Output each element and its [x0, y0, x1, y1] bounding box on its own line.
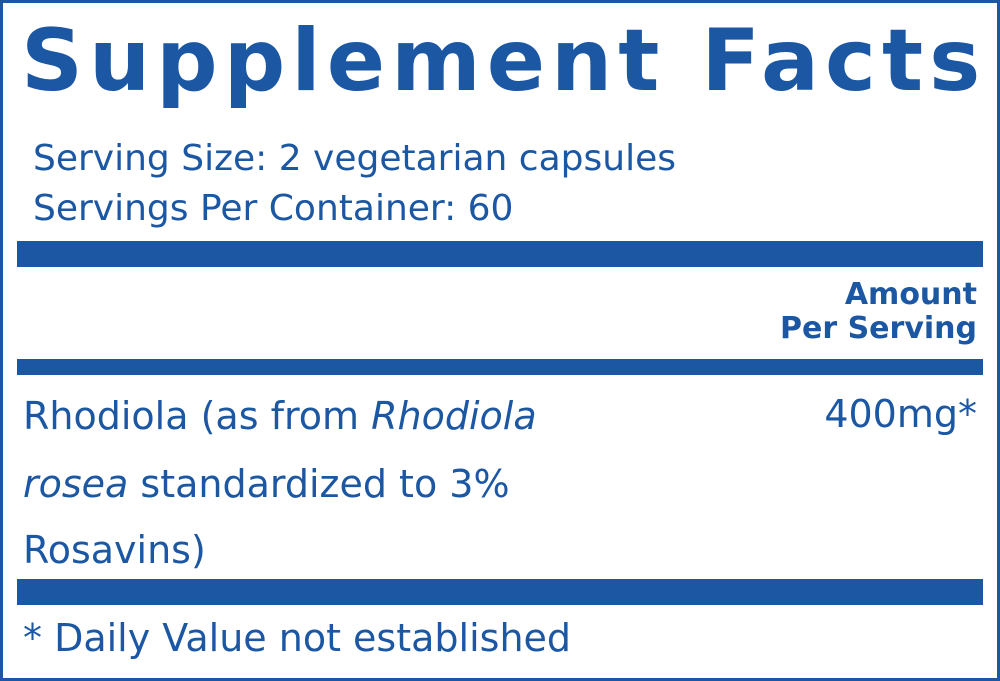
footnote: * Daily Value not established [23, 616, 572, 660]
title: Supplement Facts [21, 11, 987, 111]
ingredient-text: Rhodiola (as from [23, 394, 372, 438]
ingredient-text: rosea [23, 462, 129, 506]
servings-per-container: Servings Per Container: 60 [33, 188, 514, 229]
ingredient-text: Rhodiola [371, 394, 537, 438]
ingredient-text: standardized to 3% [128, 462, 510, 506]
divider [17, 241, 983, 267]
column-header: Per Serving [780, 311, 977, 346]
ingredient-line: Rhodiola (as from Rhodiola [23, 393, 537, 439]
column-header: Amount [844, 277, 977, 312]
divider [17, 579, 983, 605]
amount: 400mg* [824, 392, 977, 436]
divider [17, 359, 983, 375]
ingredient-line: rosea standardized to 3% [23, 461, 510, 507]
ingredient-text: Rosavins) [23, 528, 206, 572]
ingredient-line: Rosavins) [23, 527, 206, 573]
serving-size: Serving Size: 2 vegetarian capsules [33, 138, 676, 179]
